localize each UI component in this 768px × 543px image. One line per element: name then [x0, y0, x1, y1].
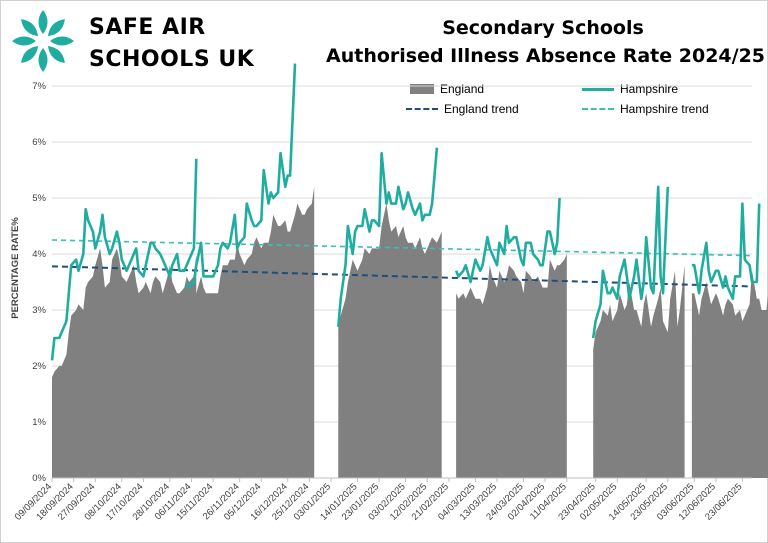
y-tick-label: 3% — [32, 305, 46, 316]
legend-label-england-trend: England trend — [444, 102, 519, 116]
legend-item-england-trend: England trend — [406, 102, 519, 116]
legend-swatch-hampshire-trend — [582, 108, 614, 110]
hampshire-line-segment — [185, 63, 297, 289]
y-tick-label: 1% — [32, 417, 46, 428]
legend-swatch-england — [410, 84, 434, 94]
england-area-segment — [593, 265, 685, 478]
legend-label-hampshire-trend: Hampshire trend — [620, 102, 709, 116]
y-axis-title: PERCENTAGE RATE% — [10, 217, 21, 319]
hampshire-line-segment — [50, 158, 198, 361]
brand-line-2: SCHOOLS UK — [89, 47, 255, 72]
england-area-segment — [691, 270, 768, 478]
england-area-segment — [338, 203, 442, 478]
y-tick-label: 7% — [32, 81, 46, 92]
brand-name: SAFE AIR SCHOOLS UK — [89, 12, 254, 76]
legend-swatch-england-trend — [406, 108, 438, 110]
hampshire-line-series — [50, 63, 761, 361]
safe-air-logo-icon — [12, 10, 74, 72]
hampshire-line-segment — [691, 202, 761, 301]
chart-title-block: Secondary Schools Authorised Illness Abs… — [326, 14, 766, 70]
hampshire-line-segment — [591, 185, 670, 339]
y-tick-label: 5% — [32, 193, 46, 204]
england-area-segment — [456, 254, 567, 478]
hampshire-line-segment — [337, 147, 439, 327]
y-tick-label: 4% — [32, 249, 46, 260]
y-tick-label: 0% — [32, 473, 46, 484]
england-area-series — [52, 186, 768, 479]
chart-title: Secondary Schools — [442, 17, 644, 39]
y-tick-label: 2% — [32, 361, 46, 372]
legend-item-hampshire-trend: Hampshire trend — [582, 102, 709, 116]
hampshire-line-segment — [454, 197, 561, 284]
trend-lines — [51, 239, 753, 288]
chart-subtitle: Authorised Illness Absence Rate 2024/25 — [326, 45, 766, 67]
legend-swatch-hampshire — [582, 87, 614, 91]
england-area-segment — [186, 186, 315, 479]
england-area-segment — [52, 248, 197, 478]
england-trend-line — [51, 265, 753, 288]
brand-line-1: SAFE AIR — [89, 15, 206, 40]
y-tick-label: 6% — [32, 137, 46, 148]
